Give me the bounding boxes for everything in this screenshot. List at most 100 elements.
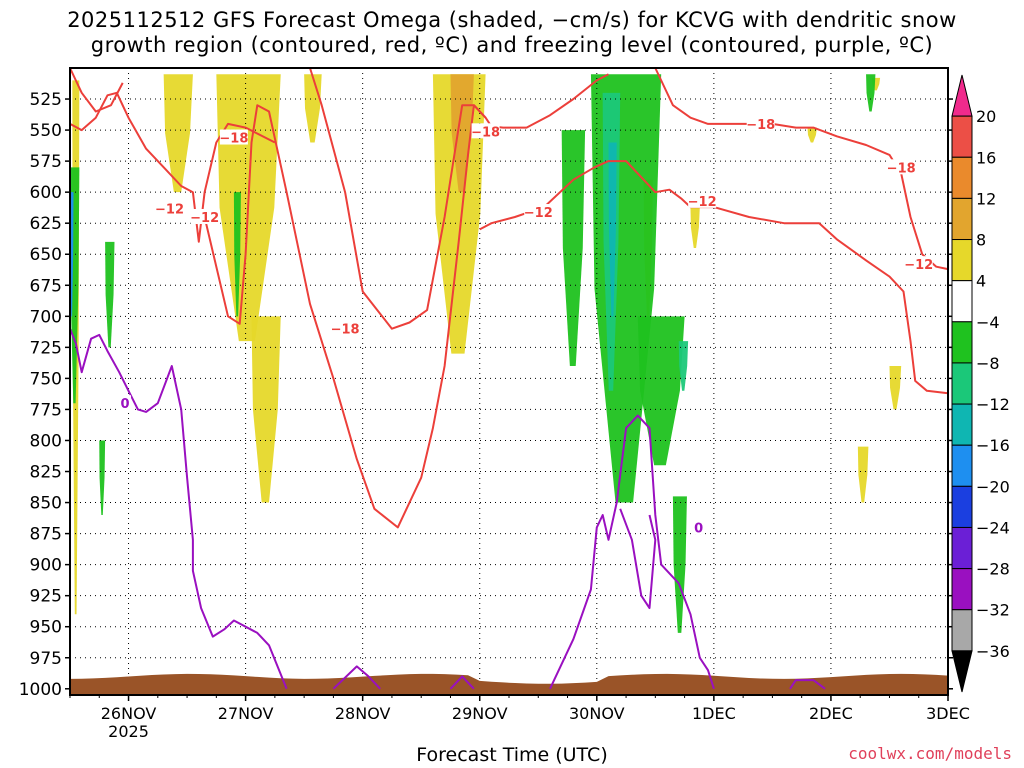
colorbar-swatch [951, 568, 973, 611]
omega-region [608, 142, 617, 317]
freezing-contour-line [789, 679, 826, 690]
y-tick-label: 550 [30, 121, 62, 141]
y-tick-label: 675 [30, 276, 62, 296]
colorbar-swatch [951, 280, 973, 323]
colorbar-swatch [951, 526, 973, 570]
y-tick-label: 775 [30, 400, 62, 420]
contour-label-bg [524, 204, 553, 220]
omega-region [866, 74, 876, 112]
y-tick-label: 625 [30, 214, 62, 234]
freezing-contour-line [332, 665, 381, 690]
colorbar-label: 8 [976, 231, 986, 250]
colorbar-swatch [951, 485, 973, 528]
contour-label: −12 [904, 258, 933, 273]
omega-region [251, 316, 281, 503]
freezing-contour-line [69, 328, 288, 690]
contour-label-bg [746, 115, 775, 131]
contour-labels: −18 −12 −12 −18 −12 −18 −12 −18 −18 −12 0 0 [119, 115, 933, 536]
colorbar-swatch [951, 321, 973, 364]
omega-region [889, 365, 902, 410]
y-tick-label: 800 [30, 431, 62, 451]
ground-fill [70, 673, 948, 695]
colorbar-label: −20 [976, 477, 1010, 496]
colorbar-label: 4 [976, 272, 986, 291]
colorbar: 20 16 12 8 4 −4 −8 −12 −16 −20 −24 −28 −32 −36 [951, 74, 1010, 693]
contour-label-bg [331, 320, 360, 336]
y-tick-label: 750 [30, 369, 62, 389]
y-tick-label: 950 [30, 618, 62, 638]
dgz-contour-line [654, 67, 949, 271]
chart-title-line-2: growth region (contoured, red, ºC) and f… [90, 33, 934, 57]
contour-label: −12 [190, 211, 219, 226]
contour-label-bg [904, 256, 933, 272]
y-tick-label: 875 [30, 525, 62, 545]
x-tick-label: 29NOV [452, 704, 508, 723]
y-tick-label: 725 [30, 338, 62, 358]
x-tick-label: 2DEC [809, 704, 853, 723]
colorbar-label: −32 [976, 601, 1010, 620]
colorbar-swatch [951, 403, 973, 446]
contour-label-bg [119, 395, 132, 411]
y-tick-label: 700 [30, 307, 62, 327]
contour-label-bg [471, 123, 500, 139]
omega-region [105, 241, 115, 348]
x-tick-label: 30NOV [569, 704, 625, 723]
colorbar-swatch [951, 239, 973, 282]
omega-region [690, 207, 700, 249]
contour-label: −18 [746, 118, 775, 133]
colorbar-label: 16 [976, 148, 996, 167]
freezing-contour-line [619, 508, 657, 610]
dgz-contour-line [69, 67, 124, 113]
omega-region [163, 74, 193, 193]
colorbar-label: −36 [976, 642, 1010, 661]
ground-surface [70, 673, 948, 695]
dgz-contour-line [203, 73, 609, 529]
y-tick-label: 650 [30, 245, 62, 265]
colorbar-label: −4 [976, 313, 1000, 332]
contour-label-bg [219, 129, 248, 145]
colorbar-swatch [951, 115, 973, 158]
y-tick-label: 825 [30, 463, 62, 483]
y-tick-label: 1000 [19, 680, 62, 700]
credit-text: coolwx.com/models [848, 744, 1012, 763]
colorbar-label: −28 [976, 560, 1010, 579]
omega-region [432, 74, 486, 354]
colorbar-swatch [951, 156, 973, 199]
x-tick-label: 1DEC [692, 704, 736, 723]
colorbar-label: 12 [976, 189, 996, 208]
contour-label: −18 [331, 323, 360, 338]
omega-region [807, 127, 817, 143]
plot-area [70, 68, 948, 695]
colorbar-label: 20 [976, 107, 996, 126]
colorbar-swatch [951, 444, 973, 487]
chart-title-line-1: 2025112512 GFS Forecast Omega (shaded, −… [67, 8, 957, 32]
colorbar-label: −12 [976, 395, 1010, 414]
x-tick-label: 27NOV [218, 704, 274, 723]
x-tick-label: 3DEC [926, 704, 970, 723]
y-tick-label: 850 [30, 494, 62, 514]
contour-label: −12 [688, 195, 717, 210]
contour-label: −18 [219, 132, 248, 147]
colorbar-swatch [951, 650, 973, 693]
omega-region [99, 440, 106, 515]
y-tick-label: 575 [30, 152, 62, 172]
contour-label: −12 [524, 206, 553, 221]
freezing-contour-line [549, 414, 715, 690]
x-tick-label: 26NOV [101, 704, 157, 723]
colorbar-swatch [951, 197, 973, 241]
freezing-contours [69, 328, 826, 690]
omega-region [672, 496, 687, 633]
contour-label-bg [155, 200, 184, 216]
colorbar-swatch [951, 609, 973, 652]
colorbar-label: −8 [976, 354, 1000, 373]
omega-region [857, 446, 869, 503]
contour-label: −12 [155, 202, 184, 217]
contour-label-bg [887, 159, 916, 175]
colorbar-swatch [951, 74, 973, 117]
contour-label: 0 [694, 521, 703, 536]
y-tick-label: 900 [30, 556, 62, 576]
colorbar-label: −16 [976, 436, 1010, 455]
plot-background [70, 68, 948, 695]
colorbar-label: −24 [976, 518, 1010, 537]
contour-label-bg [692, 519, 705, 535]
